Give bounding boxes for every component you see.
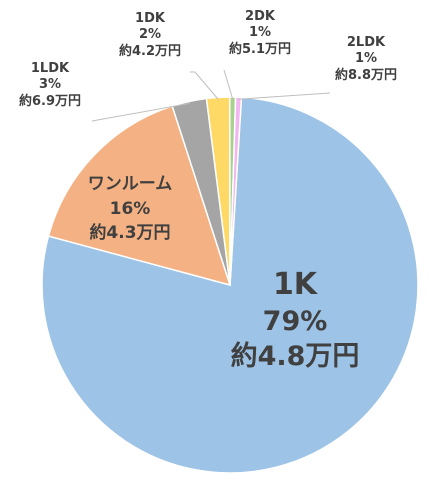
- label-1ldk-percent: 3%: [38, 77, 62, 93]
- label-oneroom-name: ワンルーム: [87, 174, 173, 194]
- label-2ldk-rent: 約8.8万円: [334, 67, 398, 83]
- label-1k: 1K 79% 約4.8万円: [195, 265, 395, 374]
- label-2ldk-percent: 1%: [354, 51, 378, 67]
- label-1k-percent: 79%: [262, 306, 328, 337]
- label-oneroom-percent: 16%: [109, 198, 151, 219]
- pie-slice-ワンルーム: [47, 105, 232, 287]
- label-oneroom: ワンルーム 16% 約4.3万円: [70, 172, 190, 246]
- leader-line-2LDK: [238, 92, 331, 100]
- label-2ldk-name: 2LDK: [346, 35, 386, 50]
- label-1dk: 1DK 2% 約4.2万円: [108, 11, 192, 60]
- leader-line-1DK: [190, 71, 219, 100]
- label-1k-rent: 約4.8万円: [230, 341, 360, 373]
- leader-line-2DK: [223, 69, 234, 100]
- label-oneroom-rent: 約4.3万円: [89, 223, 171, 244]
- label-1dk-percent: 2%: [138, 27, 162, 43]
- label-1ldk: 1LDK 3% 約6.9万円: [8, 61, 92, 110]
- label-2dk: 2DK 1% 約5.1万円: [218, 9, 302, 58]
- label-2dk-percent: 1%: [248, 25, 272, 41]
- label-1dk-name: 1DK: [135, 11, 165, 26]
- label-1k-name: 1K: [272, 267, 318, 302]
- label-1ldk-rent: 約6.9万円: [18, 93, 82, 109]
- label-1ldk-name: 1LDK: [30, 61, 70, 76]
- pie-slice-2LDK: [229, 96, 243, 286]
- label-1dk-rent: 約4.2万円: [118, 43, 182, 59]
- leader-line-1LDK: [91, 102, 190, 122]
- label-2dk-rent: 約5.1万円: [228, 41, 292, 57]
- label-2dk-name: 2DK: [245, 9, 275, 24]
- label-2ldk: 2LDK 1% 約8.8万円: [324, 35, 408, 84]
